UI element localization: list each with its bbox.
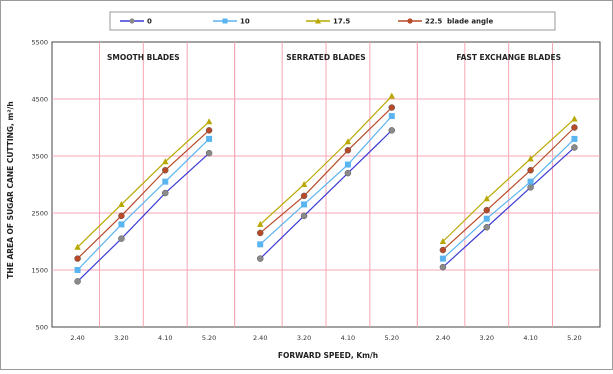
data-point xyxy=(162,189,169,197)
y-tick-label: 3500 xyxy=(31,153,48,161)
panel-title: SERRATED BLADES xyxy=(286,53,365,62)
data-point xyxy=(256,229,264,237)
y-tick-label: 2500 xyxy=(31,210,48,218)
data-point xyxy=(74,278,81,285)
series-line xyxy=(259,115,393,245)
legend-swatch-marker xyxy=(407,18,413,24)
data-point xyxy=(256,255,264,262)
series-line xyxy=(77,129,210,260)
series-line xyxy=(442,127,575,251)
panel-title: FAST EXCHANGE BLADES xyxy=(456,53,561,62)
series-line xyxy=(259,95,393,225)
legend-swatch-marker xyxy=(222,18,228,24)
data-point xyxy=(388,92,395,99)
data-point xyxy=(257,220,264,227)
data-point xyxy=(300,181,308,187)
series-line xyxy=(442,147,575,268)
data-point xyxy=(439,238,447,244)
x-tick-label: 3.20 xyxy=(297,334,311,342)
x-tick-label: 3.20 xyxy=(114,334,128,342)
data-point xyxy=(388,104,396,111)
data-point xyxy=(74,243,81,250)
series-line xyxy=(442,138,575,260)
data-point xyxy=(439,246,447,254)
x-tick-label: 3.20 xyxy=(480,334,494,342)
series-line xyxy=(77,138,210,271)
data-point xyxy=(344,147,352,154)
panel-title: SMOOTH BLADES xyxy=(107,53,180,62)
legend-box xyxy=(109,11,556,31)
data-point xyxy=(388,127,396,134)
series-line xyxy=(442,118,575,242)
x-tick-label: 2.40 xyxy=(70,334,84,342)
data-point xyxy=(344,169,352,177)
legend-swatch-marker xyxy=(129,18,135,24)
data-point xyxy=(483,224,490,231)
data-point xyxy=(571,144,578,151)
data-point xyxy=(162,158,169,165)
x-tick-label: 2.40 xyxy=(436,334,450,342)
data-point xyxy=(483,195,490,202)
data-point xyxy=(300,192,308,200)
data-point xyxy=(571,135,578,142)
y-tick-label: 5500 xyxy=(31,39,48,47)
data-point xyxy=(205,127,213,134)
data-point xyxy=(388,113,395,120)
series-line xyxy=(77,121,210,248)
data-point xyxy=(301,201,308,208)
series-line xyxy=(259,107,393,234)
legend-label: 0 xyxy=(147,18,152,26)
data-point xyxy=(344,161,351,168)
data-point xyxy=(205,149,213,157)
legend-label: 17.5 xyxy=(333,18,350,26)
data-point xyxy=(527,155,534,162)
data-point xyxy=(527,178,534,185)
data-point xyxy=(162,167,169,174)
data-point xyxy=(206,135,213,142)
series-line xyxy=(77,152,210,282)
data-point xyxy=(483,206,490,214)
data-point xyxy=(205,118,213,125)
x-tick-label: 5.20 xyxy=(385,334,399,342)
data-point xyxy=(483,215,490,222)
y-axis-label: THE AREA OF SUGAR CANE CUTTING, m²/h xyxy=(6,101,15,278)
data-point xyxy=(257,241,264,248)
y-tick-label: 500 xyxy=(36,324,48,332)
legend-swatch-marker xyxy=(315,18,321,24)
series-line xyxy=(259,129,393,260)
data-point xyxy=(118,221,125,228)
data-point xyxy=(527,167,534,174)
data-point xyxy=(571,115,578,122)
data-point xyxy=(162,178,169,185)
y-tick-label: 1500 xyxy=(31,267,48,275)
legend: 0 10 17.5 22.5 blade angle xyxy=(109,11,556,31)
plot-area: 500 1500 2500 3500 4500 5500 2.40 3.20 4.10 5.20 S… xyxy=(31,39,601,342)
data-point xyxy=(571,124,578,131)
data-point xyxy=(344,138,352,145)
data-point xyxy=(118,212,125,220)
data-point xyxy=(74,267,81,273)
x-axis-label: FORWARD SPEED, Km/h xyxy=(278,351,378,360)
data-point xyxy=(118,200,125,207)
legend-label: 10 xyxy=(240,18,250,26)
x-tick-label: 4.10 xyxy=(341,334,355,342)
x-tick-label: 5.20 xyxy=(202,334,216,342)
data-point xyxy=(439,263,447,271)
data-point xyxy=(527,184,534,191)
legend-suffix: blade angle xyxy=(447,18,493,26)
x-tick-label: 5.20 xyxy=(567,334,581,342)
data-point xyxy=(74,255,81,262)
data-point xyxy=(118,235,125,242)
x-tick-label: 2.40 xyxy=(253,334,267,342)
legend-label: 22.5 xyxy=(425,18,442,26)
x-tick-label: 4.10 xyxy=(523,334,537,342)
data-point xyxy=(300,212,308,220)
x-tick-label: 4.10 xyxy=(158,334,172,342)
y-tick-label: 4500 xyxy=(31,96,48,104)
data-point xyxy=(439,255,446,262)
